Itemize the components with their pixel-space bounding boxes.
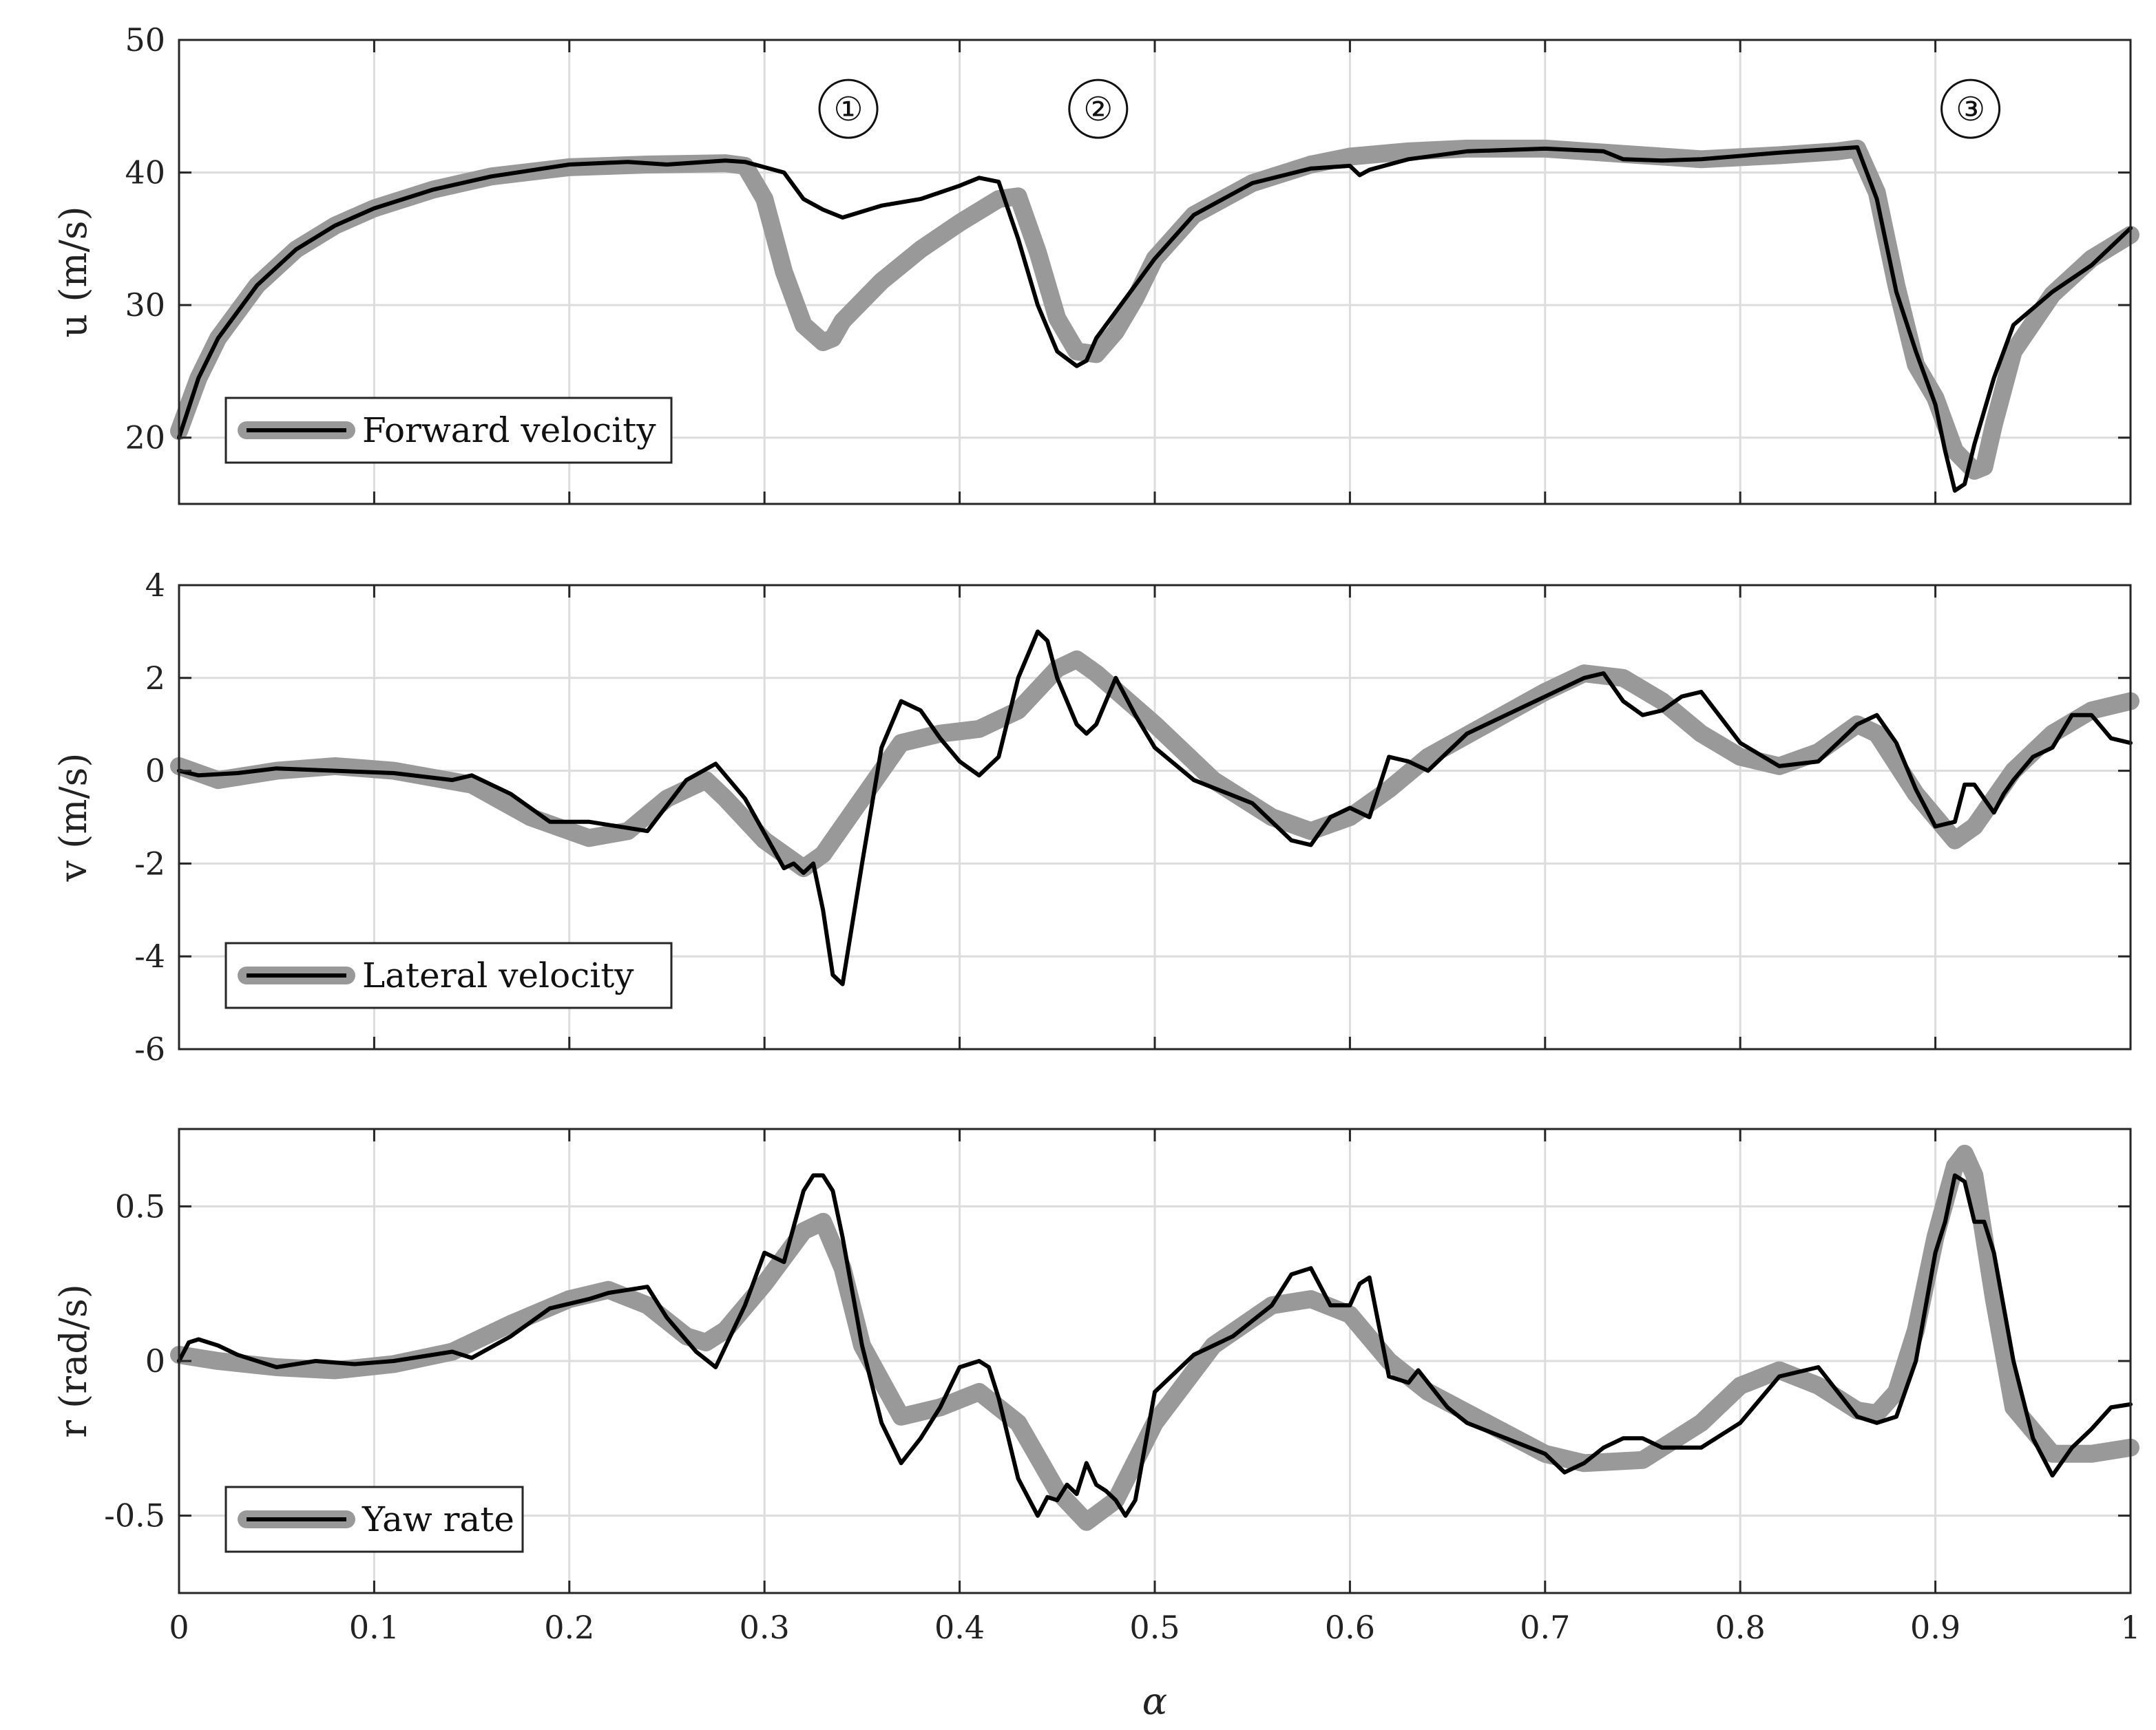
series-line-measured xyxy=(177,1173,2133,1518)
x-tick-label: 0.1 xyxy=(349,1609,399,1646)
y-tick-label: 0 xyxy=(145,1342,165,1380)
x-tick-label: 0.5 xyxy=(1129,1609,1180,1646)
x-axis-label: α xyxy=(1142,1680,1167,1723)
x-tick-label: 0.9 xyxy=(1910,1609,1960,1646)
series-line-reference xyxy=(170,650,2139,878)
legend-label: Yaw rate xyxy=(362,1499,514,1539)
y-tick-label: -4 xyxy=(134,938,165,975)
legend-label: Lateral velocity xyxy=(362,956,634,995)
x-tick-label: 0.3 xyxy=(740,1609,790,1646)
x-tick-label: 0.6 xyxy=(1325,1609,1375,1646)
y-tick-label: 4 xyxy=(145,567,165,604)
y-tick-label: 40 xyxy=(125,154,165,191)
y-axis-label: u (m/s) xyxy=(52,206,95,337)
panel-1: 20 30 40 50 u (m/s) ① ② ③ Forward velocity xyxy=(52,21,2139,505)
series-line-measured xyxy=(177,145,2133,493)
y-tick-label: 20 xyxy=(125,419,165,456)
y-tick-label: -6 xyxy=(134,1031,165,1068)
y-tick-label: 0.5 xyxy=(115,1188,165,1225)
x-tick-label: 1 xyxy=(2120,1609,2140,1646)
y-tick-label: -0.5 xyxy=(104,1497,165,1534)
y-tick-label: 2 xyxy=(145,660,165,697)
x-tick-label: 0.4 xyxy=(934,1609,985,1646)
annotation-circle xyxy=(1068,78,1129,139)
annotation-label: ② xyxy=(1083,90,1113,129)
y-axis-label: r (rad/s) xyxy=(52,1284,95,1438)
x-tick-label: 0.2 xyxy=(544,1609,594,1646)
series-line-measured xyxy=(177,629,2133,987)
y-tick-label: 50 xyxy=(125,21,165,59)
panel-3: -0.5 0 0.5 0 0.1 0.2 0.3 0.4 0.5 0.6 0.7 0.8 0.9 1 r (… xyxy=(52,1128,2141,1646)
annotation-label: ① xyxy=(834,90,864,129)
legend-label: Forward velocity xyxy=(362,410,656,450)
panel-2: -6 -4 -2 0 2 4 v (m/s) Lateral velocity xyxy=(52,567,2139,1068)
annotation-circle xyxy=(818,78,879,139)
y-axis-label: v (m/s) xyxy=(52,753,95,883)
series-line-reference xyxy=(170,139,2139,480)
x-tick-label: 0 xyxy=(169,1609,189,1646)
y-tick-label: 30 xyxy=(125,286,165,324)
y-tick-label: -2 xyxy=(134,845,165,882)
x-tick-label: 0.8 xyxy=(1715,1609,1766,1646)
y-tick-label: 0 xyxy=(145,752,165,790)
annotation-label: ③ xyxy=(1956,90,1985,129)
x-tick-label: 0.7 xyxy=(1520,1609,1570,1646)
annotation-circle xyxy=(1940,78,2001,139)
